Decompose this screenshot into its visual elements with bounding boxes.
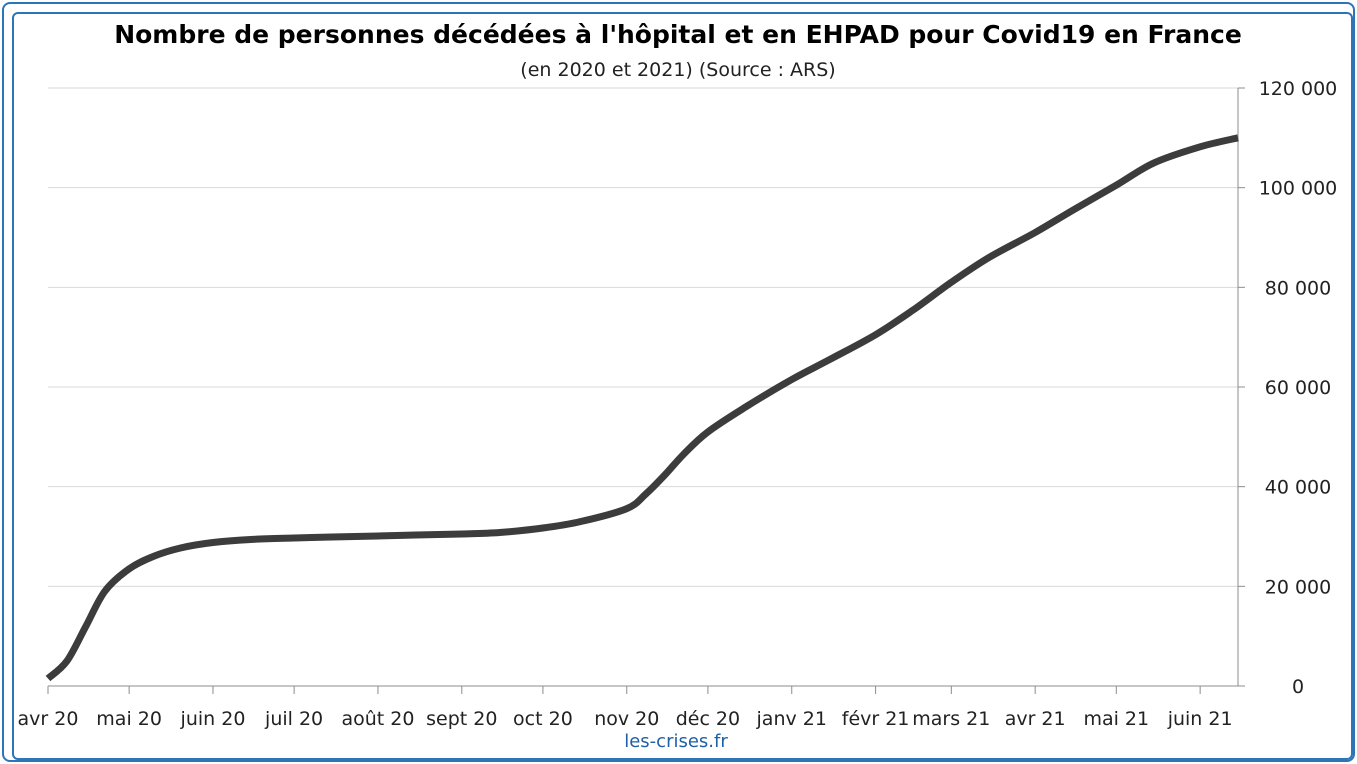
x-tick-label: janv 21 — [756, 708, 827, 730]
chart-subtitle: (en 2020 et 2021) (Source : ARS) — [520, 59, 835, 81]
x-tick-label: juin 20 — [180, 708, 246, 730]
x-tick-label: août 20 — [341, 708, 414, 730]
x-tick-label: oct 20 — [513, 708, 573, 730]
series-layer — [45, 134, 1239, 682]
x-tick-label: déc 20 — [676, 708, 740, 730]
chart-frame-inner — [12, 12, 1353, 760]
x-tick-label: mai 21 — [1083, 708, 1149, 730]
x-tick-label: nov 20 — [594, 708, 659, 730]
x-tick-label: mai 20 — [96, 708, 162, 730]
y-tick-label: 100 000 — [1259, 178, 1338, 200]
x-tick-label: avr 20 — [18, 708, 79, 730]
series-line — [45, 134, 1239, 682]
x-tick-label: juin 21 — [1167, 708, 1233, 730]
x-axis: avr 20 mai 20 juin 20 juil 20 août 20 sept 20… — [18, 685, 1238, 730]
source-label: les-crises.fr — [624, 731, 728, 752]
x-tick-label: avr 21 — [1005, 708, 1066, 730]
y-tick-label: 80 000 — [1265, 277, 1331, 299]
y-tick-label: 20 000 — [1265, 576, 1331, 598]
y-tick-label: 40 000 — [1265, 477, 1331, 499]
x-tick-label: sept 20 — [426, 708, 497, 730]
y-tick-label: 0 — [1292, 676, 1304, 698]
y-tick-label: 120 000 — [1259, 78, 1338, 100]
y-tick-label: 60 000 — [1265, 377, 1331, 399]
x-tick-label: févr 21 — [842, 708, 910, 730]
gridlines — [48, 87, 1238, 587]
x-tick-label: mars 21 — [912, 708, 990, 730]
x-tick-label: juil 20 — [264, 708, 323, 730]
y-axis: 0 20 000 40 000 60 000 80 000 100 000 120 000 — [1237, 78, 1338, 698]
chart-title: Nombre de personnes décédées à l'hôpital… — [114, 20, 1242, 49]
